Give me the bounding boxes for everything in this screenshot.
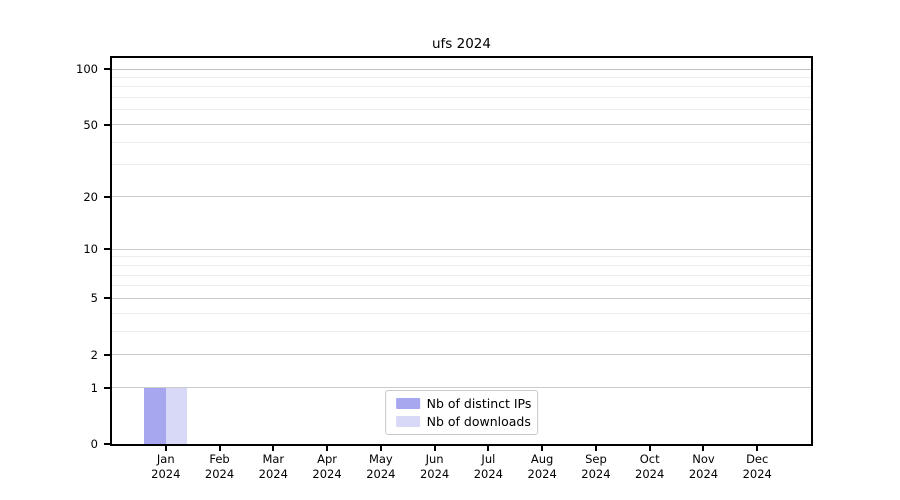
gridline-minor-40 (112, 141, 811, 143)
ytick-label-1: 1 (90, 380, 98, 395)
xtick-mark-aug (541, 446, 544, 451)
xtick-mark-feb (218, 446, 221, 451)
xtick-mark-dec (756, 446, 759, 451)
xtick-mark-mar (272, 446, 275, 451)
ytick-mark-50 (104, 123, 110, 126)
legend-item: Nb of downloads (395, 414, 532, 429)
xtick-mark-oct (648, 446, 651, 451)
plot-area: Nb of distinct IPs Nb of downloads (110, 56, 813, 446)
gridline-minor-4 (112, 312, 811, 314)
legend-swatch (395, 398, 420, 409)
gridline-major-100 (112, 68, 811, 70)
xtick-mark-jul (487, 446, 490, 451)
gridline-minor-80 (112, 86, 811, 88)
gridline-minor-9 (112, 256, 811, 258)
gridline-minor-30 (112, 164, 811, 166)
xtick-label-may: May 2024 (366, 452, 396, 481)
gridline-major-20 (112, 196, 811, 198)
bar-nb-of-distinct-ips-jan (144, 387, 166, 444)
gridline-minor-7 (112, 274, 811, 276)
legend-item: Nb of distinct IPs (395, 396, 532, 411)
xtick-label-nov: Nov 2024 (688, 452, 719, 481)
xtick-label-oct: Oct 2024 (635, 452, 665, 481)
legend-swatch (395, 416, 420, 427)
xtick-label-dec: Dec 2024 (742, 452, 772, 481)
gridline-major-10 (112, 248, 811, 250)
xtick-mark-nov (702, 446, 705, 451)
xtick-mark-sep (594, 446, 597, 451)
ytick-label-50: 50 (83, 117, 98, 132)
gridline-minor-90 (112, 76, 811, 78)
xtick-label-feb: Feb 2024 (204, 452, 235, 481)
legend-label: Nb of distinct IPs (426, 396, 532, 411)
ytick-mark-5 (104, 297, 110, 300)
ytick-mark-2 (104, 353, 110, 356)
gridline-major-1 (112, 387, 811, 389)
legend-label: Nb of downloads (426, 414, 531, 429)
gridline-minor-60 (112, 109, 811, 111)
xtick-label-jan: Jan 2024 (151, 452, 181, 481)
xtick-mark-may (379, 446, 382, 451)
ytick-label-5: 5 (90, 291, 98, 306)
gridline-major-2 (112, 354, 811, 356)
xtick-label-mar: Mar 2024 (258, 452, 288, 481)
xtick-mark-jan (164, 446, 167, 451)
xtick-mark-apr (326, 446, 329, 451)
ytick-label-2: 2 (90, 347, 98, 362)
ytick-label-0: 0 (90, 437, 98, 451)
xtick-label-aug: Aug 2024 (527, 452, 557, 481)
ytick-mark-0 (104, 443, 110, 445)
ytick-label-10: 10 (83, 242, 98, 257)
bar-nb-of-downloads-jan (165, 387, 188, 444)
gridline-minor-8 (112, 264, 811, 266)
ytick-mark-20 (104, 195, 110, 198)
legend: Nb of distinct IPs Nb of downloads (384, 390, 539, 435)
ytick-mark-100 (104, 68, 110, 70)
gridline-minor-3 (112, 330, 811, 332)
chart-title: ufs 2024 (432, 36, 491, 52)
gridline-minor-6 (112, 285, 811, 287)
ytick-label-100: 100 (76, 62, 98, 76)
gridline-major-50 (112, 124, 811, 126)
xtick-label-sep: Sep 2024 (581, 452, 611, 481)
xtick-label-apr: Apr 2024 (312, 452, 342, 481)
ytick-mark-1 (104, 386, 110, 389)
ytick-label-20: 20 (83, 189, 98, 204)
gridline-minor-70 (112, 97, 811, 99)
ytick-mark-10 (104, 248, 110, 251)
gridline-major-5 (112, 297, 811, 299)
xtick-mark-jun (433, 446, 436, 451)
xtick-label-jul: Jul 2024 (473, 452, 504, 481)
xtick-label-jun: Jun 2024 (419, 452, 450, 481)
